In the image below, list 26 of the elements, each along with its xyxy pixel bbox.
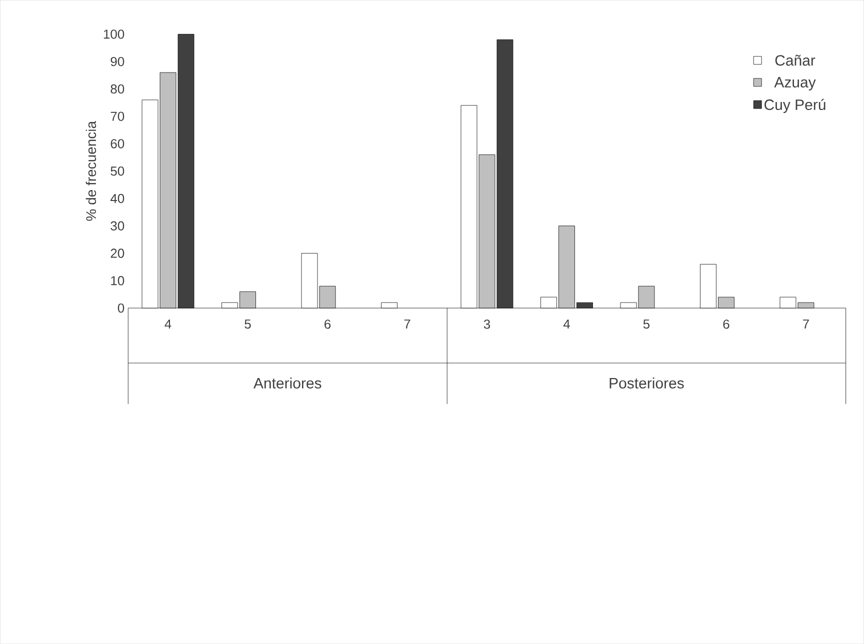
y-tick-label: 90 — [110, 56, 124, 66]
x-tick-label: 4 — [563, 320, 570, 328]
y-tick-label: 50 — [110, 166, 124, 176]
x-tick-label: 3 — [484, 320, 490, 329]
text: Anteriores — [253, 377, 322, 388]
y-tick-label: 40 — [110, 194, 124, 204]
x-tick-label: 6 — [723, 320, 730, 329]
legend-label: Cañar — [775, 54, 816, 66]
x-tick-label: 5 — [643, 320, 650, 329]
y-axis-title: % de frecuencia — [86, 120, 96, 221]
y-tick-label: 20 — [110, 248, 124, 258]
text: Posteriores — [610, 377, 684, 388]
y-tick-label: 30 — [110, 221, 124, 230]
y-tick-label: 10 — [111, 276, 124, 286]
y-tick-label: 60 — [110, 139, 124, 148]
y-tick-label: 70 — [110, 112, 124, 121]
legend-label: Azuay — [774, 77, 816, 90]
x-tick-label: 4 — [164, 320, 172, 328]
x-tick-label: 7 — [803, 320, 809, 328]
y-tick-label: 0 — [118, 303, 124, 313]
y-tick-label: 100 — [104, 30, 124, 39]
x-tick-label: 7 — [404, 320, 410, 328]
x-tick-label: 5 — [244, 320, 251, 329]
legend-label: Cuy Perú — [764, 98, 826, 113]
y-tick-label: 80 — [110, 84, 124, 94]
x-tick-label: 6 — [324, 320, 331, 329]
